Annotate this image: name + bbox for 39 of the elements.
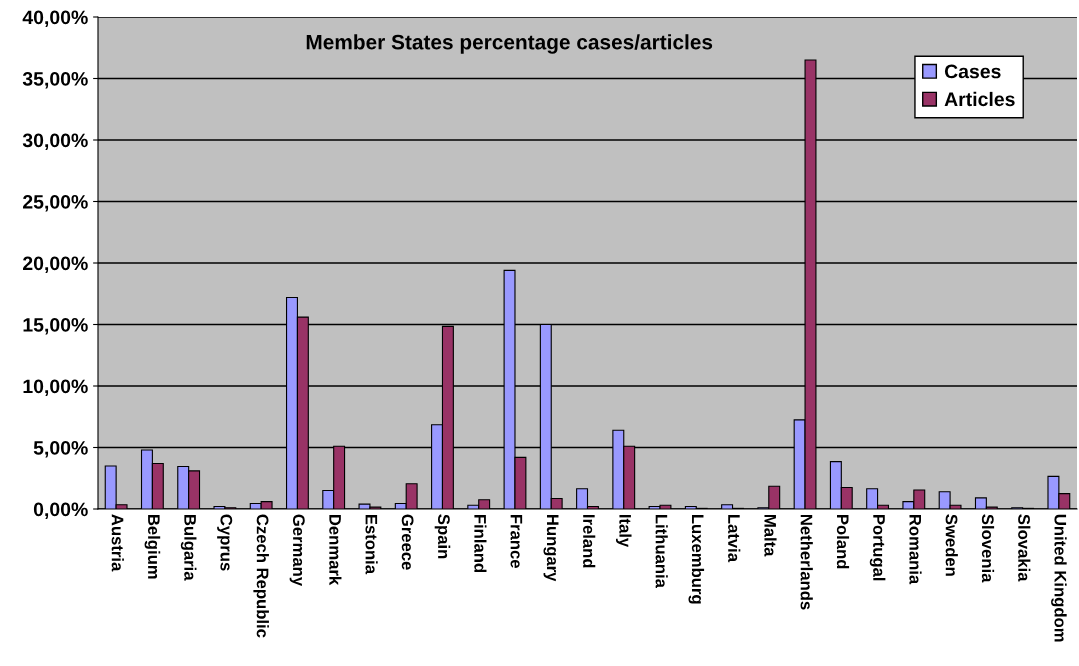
- x-tick-label: United Kingdom: [1051, 514, 1067, 642]
- x-tick-label: Estonia: [365, 514, 378, 575]
- x-tick-label: Slovakia: [1018, 514, 1031, 582]
- x-tick-label: Ireland: [583, 514, 596, 568]
- x-tick-label: Spain: [434, 514, 451, 559]
- x-tick-label: Finland: [474, 514, 487, 573]
- y-tick-label: 10,00%: [23, 379, 88, 397]
- x-tick-label: Bulgaria: [180, 514, 197, 581]
- y-tick-label: 35,00%: [22, 71, 88, 89]
- legend-label: Articles: [944, 91, 1015, 107]
- x-tick-label: Denmark: [329, 514, 342, 586]
- y-tick-label: 15,00%: [23, 317, 88, 335]
- text: Member States percentage cases/articles: [306, 34, 713, 54]
- x-tick-label: Cyprus: [217, 514, 233, 571]
- x-tick-label: Malta: [764, 514, 777, 557]
- x-tick-label: Czech Republic: [253, 514, 269, 638]
- x-tick-label: Netherlands: [800, 514, 813, 610]
- x-tick-label: Italy: [615, 514, 632, 548]
- x-tick-label: Austria: [111, 514, 124, 572]
- x-tick-label: France: [510, 514, 523, 568]
- x-tick-label: Hungary: [543, 514, 559, 582]
- x-tick-label: Luxemburg: [688, 514, 705, 604]
- x-tick-label: Sweden: [945, 514, 958, 576]
- x-tick-label: Latvia: [728, 514, 741, 563]
- legend-label: Cases: [944, 64, 1001, 79]
- x-tick-label: Slovenia: [981, 514, 995, 583]
- x-tick-label: Portugal: [869, 514, 886, 581]
- x-tick-label: Greece: [401, 514, 414, 570]
- y-tick-label: 30,00%: [22, 133, 88, 151]
- y-tick-label: 40,00%: [22, 10, 88, 28]
- x-tick-label: Germany: [289, 514, 305, 587]
- y-tick-label: 20,00%: [23, 256, 88, 274]
- y-tick-label: 0,00%: [33, 502, 88, 520]
- x-tick-label: Poland: [836, 514, 850, 569]
- y-tick-label: 5,00%: [33, 440, 88, 458]
- x-tick-label: Lithuania: [655, 514, 668, 589]
- x-tick-label: Belgium: [144, 514, 161, 579]
- y-tick-label: 25,00%: [23, 194, 88, 212]
- x-tick-label: Romania: [909, 514, 922, 585]
